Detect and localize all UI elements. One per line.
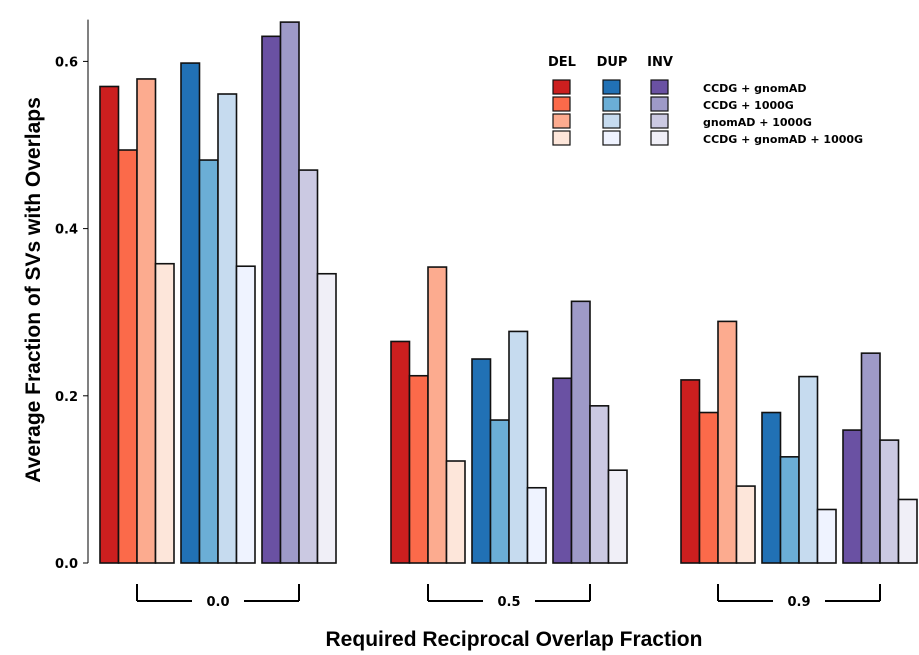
- bar-0-5-dup-ccdg-gnomad: [471, 358, 492, 564]
- bar-0-9-del-ccdg-1000g: [698, 411, 719, 564]
- bar-0-0-del-gnomad-1000g: [136, 78, 157, 564]
- legend-label-ccdg-gnomad-1000g: CCDG + gnomAD + 1000G: [703, 133, 863, 146]
- legend-swatch-del-gnomad-1000g: [552, 113, 571, 129]
- legend-swatch-del-ccdg-gnomad-1000g: [552, 130, 571, 146]
- bar-0-0-del-ccdg-gnomad: [99, 85, 120, 564]
- y-tick-label-0-4: 0.4: [55, 223, 78, 238]
- y-axis: 0.0 0.2 0.4 0.6: [55, 19, 89, 572]
- bar-0-5-del-ccdg-gnomad-1000g: [445, 460, 466, 564]
- bar-0-9-dup-ccdg-gnomad-1000g: [816, 508, 837, 564]
- bar-0-5-del-ccdg-gnomad: [390, 340, 411, 564]
- legend-swatch-dup-ccdg-gnomad: [602, 79, 621, 95]
- y-tick-label-0-6: 0.6: [55, 55, 78, 70]
- bar-0-5-inv-ccdg-gnomad-1000g: [607, 469, 628, 564]
- legend-swatch-inv-ccdg-gnomad-1000g: [650, 130, 669, 146]
- group-labels: 0.0 0.5 0.9: [136, 584, 881, 610]
- bar-0-0-dup-ccdg-gnomad: [180, 62, 201, 564]
- legend-swatch-dup-ccdg-1000g: [602, 96, 621, 112]
- legend-label-ccdg-gnomad: CCDG + gnomAD: [703, 82, 807, 95]
- bar-0-5-dup-ccdg-gnomad-1000g: [526, 486, 547, 564]
- bar-0-0-inv-ccdg-1000g: [279, 21, 300, 564]
- bar-0-0-dup-gnomad-1000g: [217, 93, 238, 564]
- legend-header-dup: DUP: [597, 55, 628, 70]
- group-label-0-9: 0.9: [787, 595, 810, 610]
- bar-0-5-del-ccdg-1000g: [408, 374, 429, 564]
- bar-0-9-inv-ccdg-gnomad-1000g: [897, 498, 918, 564]
- y-tick-label-0-0: 0.0: [55, 557, 78, 572]
- bar-0-5-inv-ccdg-1000g: [570, 300, 591, 564]
- legend-swatch-dup-ccdg-gnomad-1000g: [602, 130, 621, 146]
- legend-label-gnomad-1000g: gnomAD + 1000G: [703, 116, 812, 129]
- bar-0-9-dup-gnomad-1000g: [798, 375, 819, 564]
- bar-0-9-dup-ccdg-1000g: [779, 456, 800, 564]
- bar-0-5-dup-gnomad-1000g: [508, 330, 529, 564]
- legend-swatch-del-ccdg-1000g: [552, 96, 571, 112]
- bar-0-0-dup-ccdg-1000g: [198, 159, 219, 564]
- bar-0-0-inv-ccdg-gnomad-1000g: [316, 272, 337, 564]
- bars: [99, 21, 918, 564]
- legend: DEL DUP INV CCDG + gnomAD CCDG + 1000G gnomAD…: [548, 55, 863, 146]
- bar-0-0-inv-gnomad-1000g: [298, 169, 319, 564]
- bar-0-9-inv-ccdg-1000g: [860, 352, 881, 564]
- bar-0-9-del-ccdg-gnomad: [680, 379, 701, 564]
- bar-0-9-dup-ccdg-gnomad: [761, 411, 782, 564]
- group-label-0-0: 0.0: [206, 595, 229, 610]
- bar-0-5-inv-ccdg-gnomad: [552, 377, 573, 564]
- bar-0-5-del-gnomad-1000g: [427, 266, 448, 564]
- bar-0-9-inv-ccdg-gnomad: [842, 429, 863, 564]
- bar-0-0-dup-ccdg-gnomad-1000g: [235, 265, 256, 564]
- legend-header-del: DEL: [548, 55, 576, 70]
- y-axis-title: Average Fraction of SVs with Overlaps: [22, 97, 45, 483]
- legend-swatch-inv-ccdg-1000g: [650, 96, 669, 112]
- bar-0-9-del-gnomad-1000g: [717, 320, 738, 564]
- bar-0-0-del-ccdg-gnomad-1000g: [154, 262, 175, 564]
- legend-swatch-del-ccdg-gnomad: [552, 79, 571, 95]
- legend-swatch-dup-gnomad-1000g: [602, 113, 621, 129]
- legend-header-inv: INV: [647, 55, 673, 70]
- group-label-0-5: 0.5: [497, 595, 520, 610]
- bar-0-9-inv-gnomad-1000g: [879, 439, 900, 564]
- y-tick-label-0-2: 0.2: [55, 390, 78, 405]
- x-axis-title: Required Reciprocal Overlap Fraction: [326, 628, 703, 651]
- legend-label-ccdg-1000g: CCDG + 1000G: [703, 99, 794, 112]
- bar-0-5-inv-gnomad-1000g: [589, 405, 610, 564]
- bar-0-0-del-ccdg-1000g: [117, 149, 138, 564]
- legend-swatch-inv-ccdg-gnomad: [650, 79, 669, 95]
- bar-0-5-dup-ccdg-1000g: [489, 419, 510, 564]
- bar-0-9-del-ccdg-gnomad-1000g: [735, 485, 756, 564]
- legend-swatch-inv-gnomad-1000g: [650, 113, 669, 129]
- bar-0-0-inv-ccdg-gnomad: [261, 35, 282, 564]
